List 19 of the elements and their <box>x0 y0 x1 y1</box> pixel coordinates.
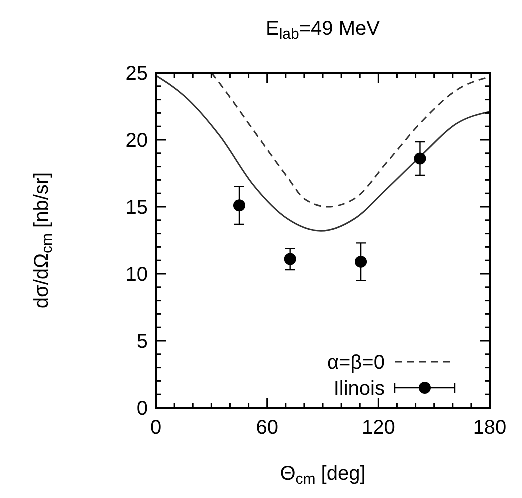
y-tick-label: 15 <box>126 197 148 219</box>
point <box>234 200 246 212</box>
point <box>284 253 296 266</box>
y-tick-label: 25 <box>126 63 148 85</box>
x-axis-title: Θ$_{cm}$ [deg] <box>280 463 366 488</box>
x-tick-label: 60 <box>256 417 278 439</box>
y-tick-label: 0 <box>136 398 148 420</box>
legend-label: Ilinois <box>334 378 385 400</box>
line-series <box>156 74 490 232</box>
point <box>355 256 368 268</box>
x-tick-label: 0 <box>150 417 162 439</box>
y-tick-label: 10 <box>126 264 148 286</box>
chart-title: E$_{lab}$=49 MeV <box>266 18 381 43</box>
y-tick-label: 20 <box>126 130 148 152</box>
x-tick-label: 120 <box>362 417 396 439</box>
x-tick-label: 180 <box>473 417 507 439</box>
legend-label: α=β=0 <box>327 352 385 374</box>
y-tick-label: 5 <box>136 331 148 353</box>
point <box>414 152 426 165</box>
